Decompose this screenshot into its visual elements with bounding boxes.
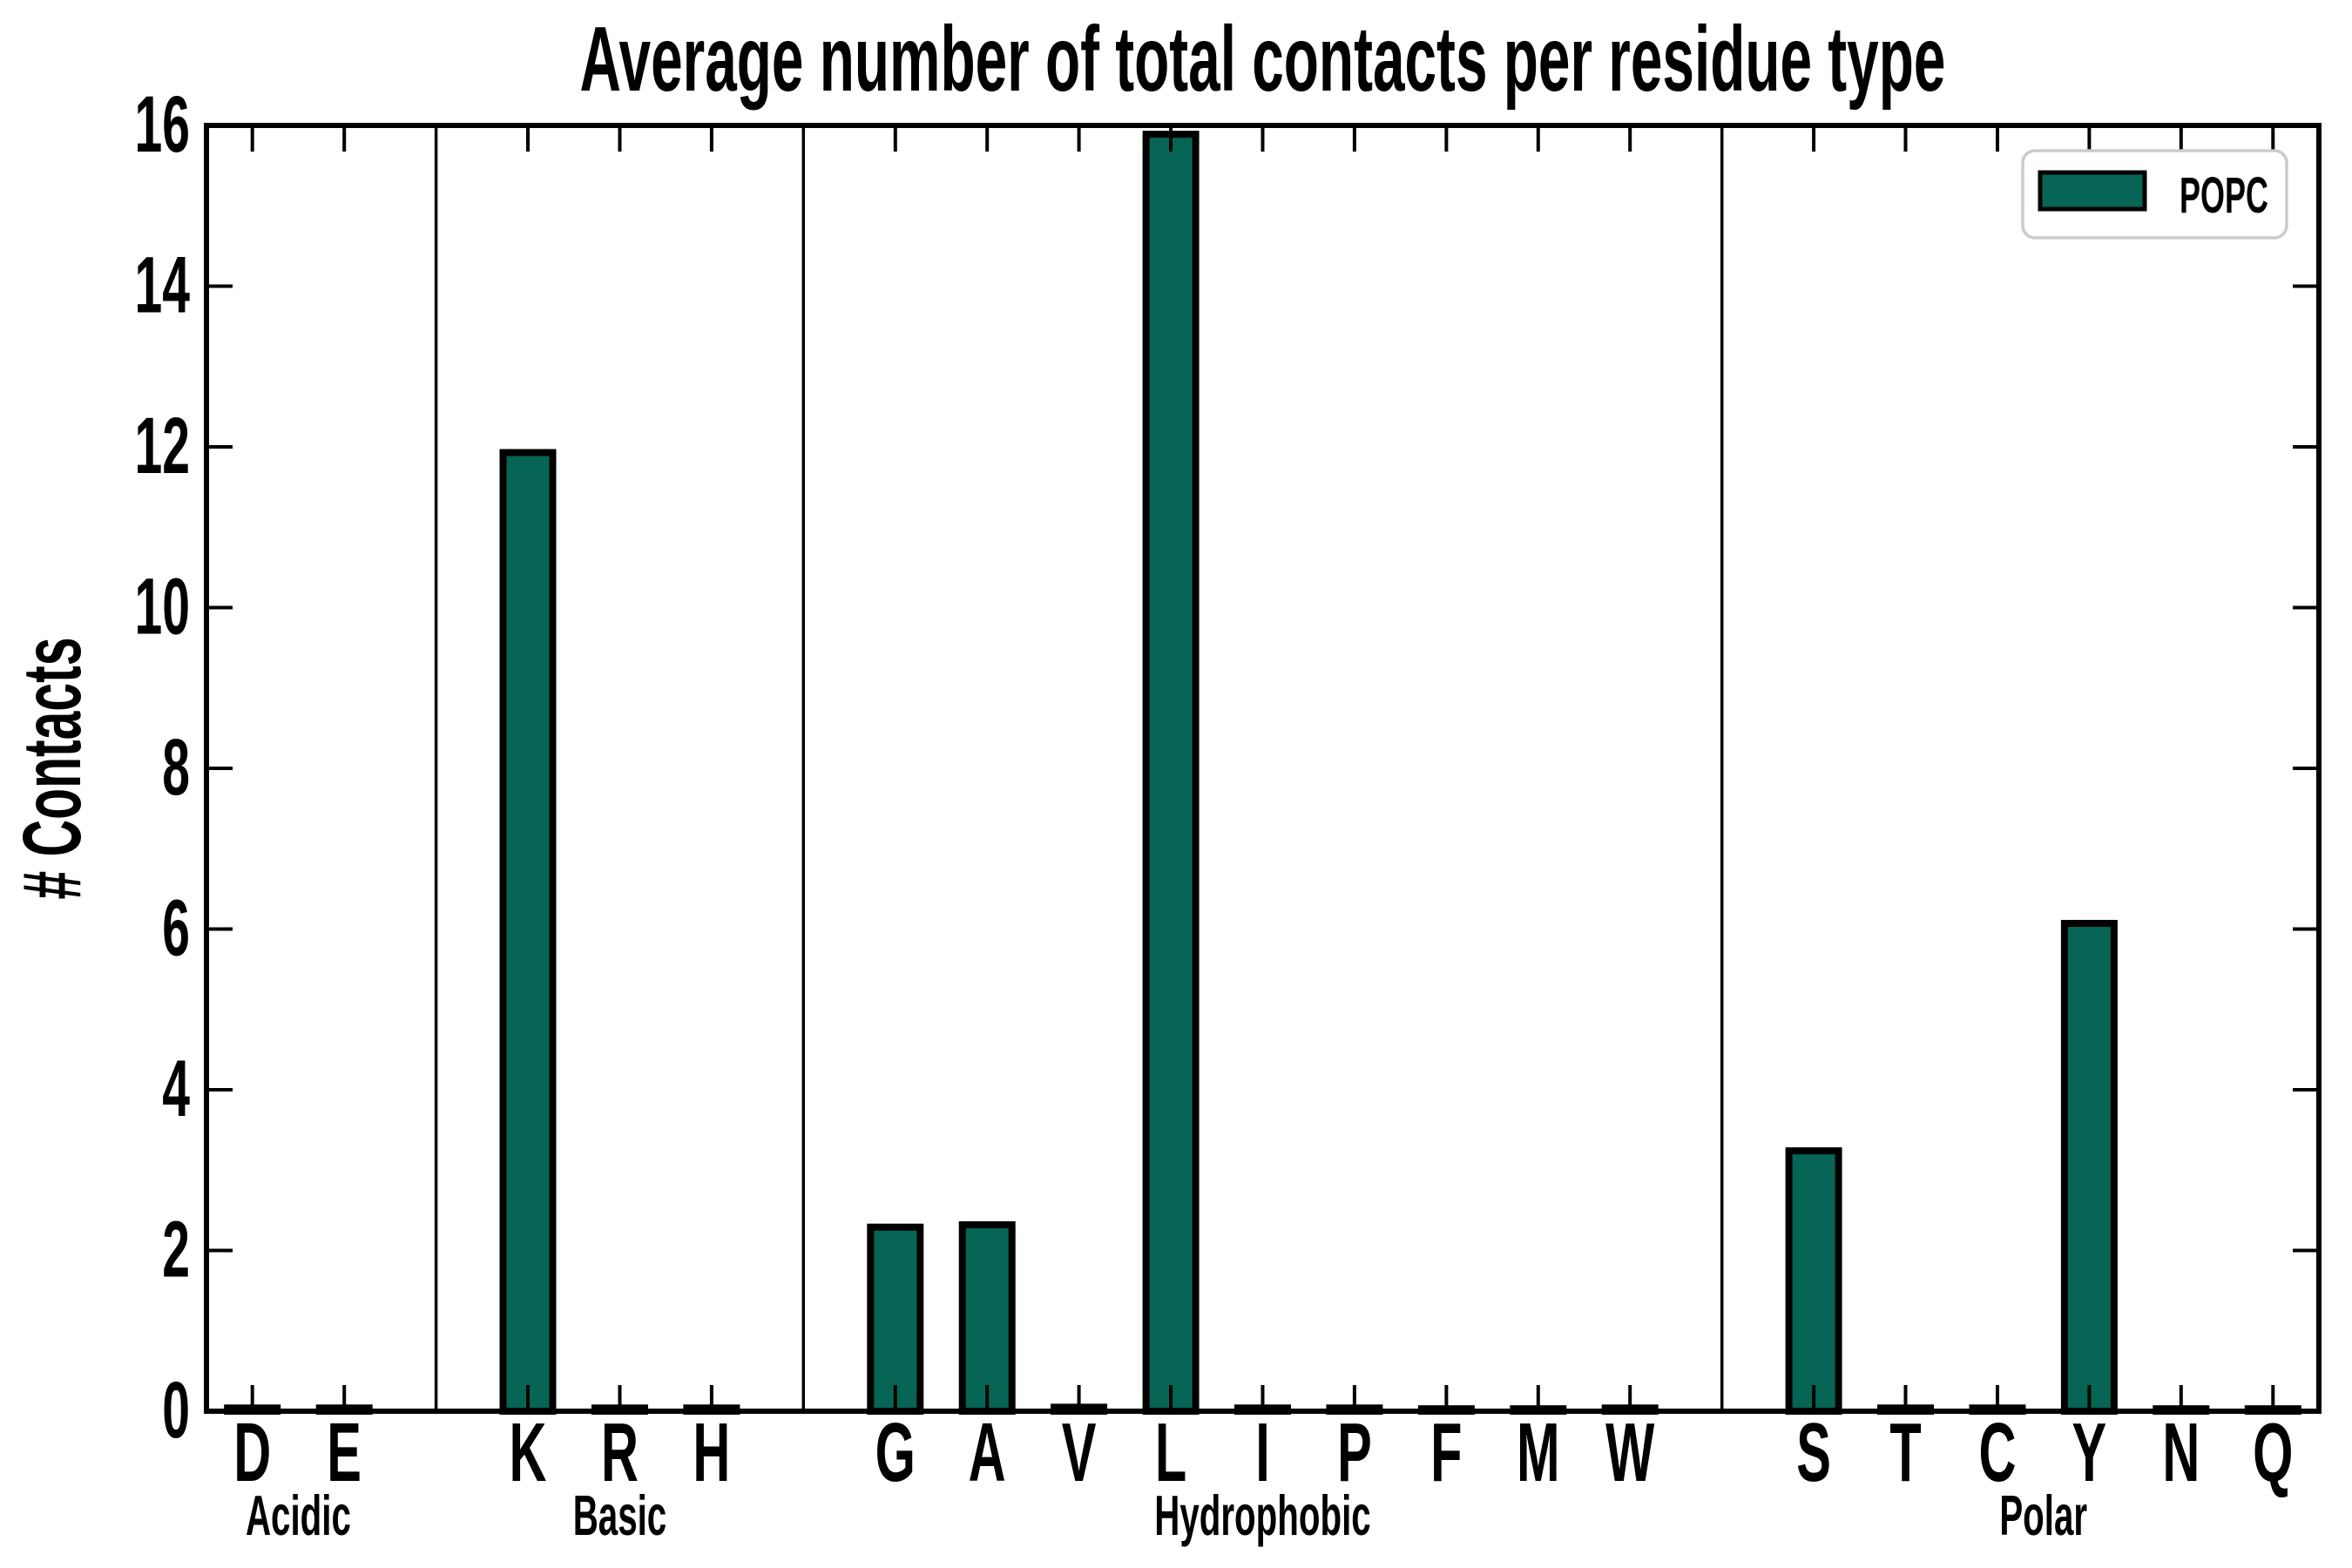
bar-L — [1142, 131, 1200, 1416]
group-label-polar: Polar — [1999, 1484, 2087, 1547]
chart-title: Average number of total contacts per res… — [580, 7, 1946, 111]
y-tick-label-16: 16 — [135, 80, 190, 169]
y-tick-label-8: 8 — [162, 723, 190, 812]
x-tick-label-R: R — [601, 1405, 639, 1498]
plot-frame — [204, 123, 2322, 1414]
y-tick-label-14: 14 — [135, 241, 191, 330]
x-tick-label-A: A — [969, 1405, 1006, 1498]
y-tick-label-0: 0 — [162, 1366, 190, 1455]
x-tick-label-Y: Y — [2072, 1405, 2107, 1498]
x-tick-label-P: P — [1337, 1405, 1372, 1498]
y-tick-label-2: 2 — [162, 1206, 190, 1294]
x-tick-label-N: N — [2162, 1405, 2200, 1498]
legend-label: POPC — [2180, 167, 2268, 224]
x-tick-label-W: W — [1605, 1405, 1655, 1498]
x-tick-label-T: T — [1889, 1405, 1921, 1498]
x-tick-label-K: K — [510, 1405, 547, 1498]
x-tick-label-D: D — [233, 1405, 271, 1498]
bar-K — [499, 449, 557, 1415]
x-tick-label-E: E — [327, 1405, 362, 1498]
x-tick-label-M: M — [1517, 1405, 1560, 1498]
bar-A — [958, 1221, 1016, 1415]
x-tick-label-I: I — [1255, 1405, 1270, 1498]
y-tick-label-10: 10 — [135, 563, 190, 652]
x-tick-label-S: S — [1796, 1405, 1831, 1498]
y-tick-label-12: 12 — [135, 402, 190, 490]
y-tick-label-4: 4 — [162, 1044, 190, 1133]
bar-S — [1785, 1147, 1842, 1415]
group-label-acidic: Acidic — [246, 1484, 351, 1547]
group-label-hydrophobic: Hydrophobic — [1154, 1484, 1370, 1547]
x-tick-label-L: L — [1155, 1405, 1186, 1498]
bar-G — [867, 1223, 924, 1415]
legend-swatch — [2038, 170, 2147, 212]
x-tick-label-F: F — [1430, 1405, 1462, 1498]
x-tick-label-H: H — [693, 1405, 730, 1498]
y-axis-label-group: # Contacts — [4, 637, 98, 899]
x-tick-label-Q: Q — [2253, 1405, 2293, 1498]
x-tick-label-G: G — [875, 1405, 916, 1498]
bar-Y — [2060, 920, 2118, 1415]
x-tick-label-C: C — [1979, 1405, 2017, 1498]
y-tick-label-6: 6 — [162, 884, 190, 973]
group-label-basic: Basic — [573, 1484, 667, 1547]
y-axis-label: # Contacts — [4, 637, 98, 899]
x-tick-label-V: V — [1062, 1405, 1097, 1498]
